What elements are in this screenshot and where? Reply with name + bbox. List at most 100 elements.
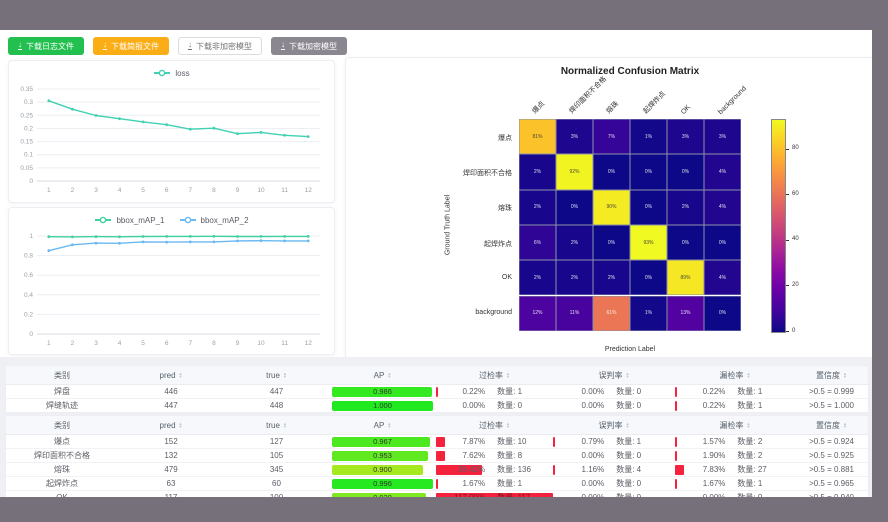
column-header-过检率[interactable]: 过检率 ▲ ▼ [436,366,553,384]
rate-count: 数量: 136 [497,465,531,474]
confusion-cell: 7% [593,119,630,155]
column-header-AP[interactable]: AP ▲ ▼ [329,416,436,434]
sort-icon[interactable]: ▲ ▼ [625,370,630,379]
cell-confidence: >0.5 = 0.924 [809,437,854,446]
cell-ap: 0.900 [329,463,436,476]
column-header-pred[interactable]: pred ▲ ▼ [118,416,224,434]
rate-bar [675,436,677,447]
table-row[interactable]: 爆点 152 127 0.967 7.87% 数量: 10 0.79% 数量: 1 1.57% 数… [6,435,868,449]
column-header-AP[interactable]: AP ▲ ▼ [329,366,436,384]
loss-chart-card: loss 0 0.05 0.1 0.15 0.2 0.25 0.3 0.35 1 2 3 4 5 6 7 8 9… [8,60,335,203]
colorbar-tick [786,194,789,196]
table-header-row: 类别 pred ▲ ▼ true ▲ ▼ AP ▲ ▼ 过检率 ▲ ▼ 误判率 ▲ ▼ 漏检率 ▲ ▼ 置信度 ▲ ▼ [6,416,868,435]
column-header-pred[interactable]: pred ▲ ▼ [118,366,224,384]
legend-label: bbox_mAP_1 [116,215,165,225]
sort-icon[interactable]: ▲ ▼ [178,370,183,379]
sort-icon[interactable]: ▲ ▼ [746,370,751,379]
map-chart-legend: bbox_mAP_1 bbox_mAP_2 [9,208,334,229]
sort-icon[interactable]: ▲ ▼ [282,420,287,429]
sort-icon[interactable]: ▲ ▼ [625,420,630,429]
sort-icon[interactable]: ▲ ▼ [506,420,510,429]
column-header-过检率[interactable]: 过检率 ▲ ▼ [436,416,553,434]
rate-cell-overdetect: 0.00% 数量: 0 [436,399,553,412]
column-header-置信度[interactable]: 置信度 ▲ ▼ [795,416,868,434]
column-header-label: true [266,420,280,430]
confusion-cell: 0% [630,154,667,190]
rate-text: 1.90% 数量: 2 [675,449,795,462]
ap-bar-wrap: 0.996 [332,478,433,489]
download-log-button[interactable]: ↓ 下载日志文件 [8,37,84,55]
sort-icon[interactable]: ▲ ▼ [387,420,392,429]
cell-cls: 焊盘 [54,387,70,396]
sort-icon[interactable]: ▲ ▼ [178,420,183,429]
rate-bar [436,386,438,397]
column-header-漏检率[interactable]: 漏检率 ▲ ▼ [675,416,795,434]
table-row[interactable]: 焊缝轨迹 447 448 1.000 0.00% 数量: 0 0.00% 数量: 0 0.22%… [6,399,868,412]
column-header-漏检率[interactable]: 漏检率 ▲ ▼ [675,366,795,384]
rate-bar [436,436,446,447]
download-encrypted-model-button[interactable]: ↓ 下载加密模型 [271,37,347,55]
rate-cell-misjudge: 1.16% 数量: 4 [553,463,675,476]
column-header-true[interactable]: true ▲ ▼ [224,366,329,384]
rate-cell-overdetect: 7.87% 数量: 10 [436,435,553,448]
class-metrics-table: 类别 pred ▲ ▼ true ▲ ▼ AP ▲ ▼ 过检率 ▲ ▼ 误判率 ▲ ▼ 漏检率 ▲ ▼ 置信度 ▲ ▼ 爆点… [5,415,869,505]
window-chrome-bottom [0,497,888,522]
download-report-button[interactable]: ↓ 下载简报文件 [93,37,169,55]
table-row[interactable]: 焊印面积不合格 132 105 0.953 7.62% 数量: 8 0.00% 数量: 0 1.… [6,449,868,463]
cell-pred: 446 [164,387,178,396]
confusion-cell: 2% [667,189,704,225]
rate-percent: 0.00% [462,401,486,410]
ap-bar-wrap: 0.967 [332,436,433,447]
confusion-cell: 2% [519,189,556,225]
table-row[interactable]: 熔珠 479 345 0.900 39.42% 数量: 136 1.16% 数量: 4 7.83… [6,463,868,477]
confusion-cell: 3% [556,119,593,155]
rate-cell-overdetect: 39.42% 数量: 136 [436,463,553,476]
ap-bar [332,450,429,461]
column-header-置信度[interactable]: 置信度 ▲ ▼ [795,366,868,384]
cell-confidence: >0.5 = 0.999 [809,387,854,396]
confusion-cell: 13% [667,295,704,331]
sort-icon[interactable]: ▲ ▼ [387,370,392,379]
legend-item-bbox_mAP_1[interactable]: bbox_mAP_1 [94,215,165,225]
confusion-cell: 4% [704,189,741,225]
table-header-row: 类别 pred ▲ ▼ true ▲ ▼ AP ▲ ▼ 过检率 ▲ ▼ 误判率 ▲ ▼ 漏检率 ▲ ▼ 置信度 ▲ ▼ [6,366,868,385]
sort-icon[interactable]: ▲ ▼ [843,420,847,429]
svg-text:1: 1 [47,340,51,347]
rate-count: 数量: 1 [616,437,642,446]
sort-icon[interactable]: ▲ ▼ [843,370,847,379]
table-row[interactable]: 焊盘 446 447 0.986 0.22% 数量: 1 0.00% 数量: 0 0.22% 数量… [6,385,868,399]
rate-percent: 7.83% [702,465,726,474]
column-header-true[interactable]: true ▲ ▼ [224,416,329,434]
confusion-row-label: 熔珠 [498,205,512,213]
legend-item-loss[interactable]: loss [153,68,190,78]
sort-icon[interactable]: ▲ ▼ [282,370,287,379]
confusion-cell: 61% [593,295,630,331]
confusion-cell: 0% [593,224,630,261]
svg-text:5: 5 [141,187,145,194]
colorbar [771,119,786,333]
svg-text:10: 10 [257,187,265,194]
rate-text: 39.42% 数量: 136 [436,463,553,476]
rate-count: 数量: 27 [737,465,767,474]
rate-text: 7.87% 数量: 10 [436,435,553,448]
download-plain-model-button[interactable]: ↓ 下载非加密模型 [178,37,262,55]
svg-text:7: 7 [188,340,192,347]
sort-icon[interactable]: ▲ ▼ [506,370,510,379]
colorbar-tick [786,148,789,150]
column-header-label: 过检率 [479,420,504,430]
legend-line-icon [179,216,196,224]
confusion-cell: 0% [630,260,667,296]
window-chrome-top [0,0,888,30]
column-header-误判率[interactable]: 误判率 ▲ ▼ [553,366,675,384]
rate-percent: 1.67% [702,479,726,488]
ap-bar-wrap: 1.000 [332,400,433,411]
svg-text:1: 1 [47,187,51,194]
download-encrypted-model-label: 下载加密模型 [289,41,337,51]
legend-item-bbox_mAP_2[interactable]: bbox_mAP_2 [179,216,249,225]
column-header-label: pred [159,420,176,430]
table-row[interactable]: 起焊炸点 63 60 0.996 1.67% 数量: 1 0.00% 数量: 0 1.67% 数量… [6,477,868,491]
legend-label: loss [175,68,190,78]
column-header-误判率[interactable]: 误判率 ▲ ▼ [553,416,675,434]
sort-icon[interactable]: ▲ ▼ [746,420,751,429]
confusion-cell: 0% [593,154,630,190]
